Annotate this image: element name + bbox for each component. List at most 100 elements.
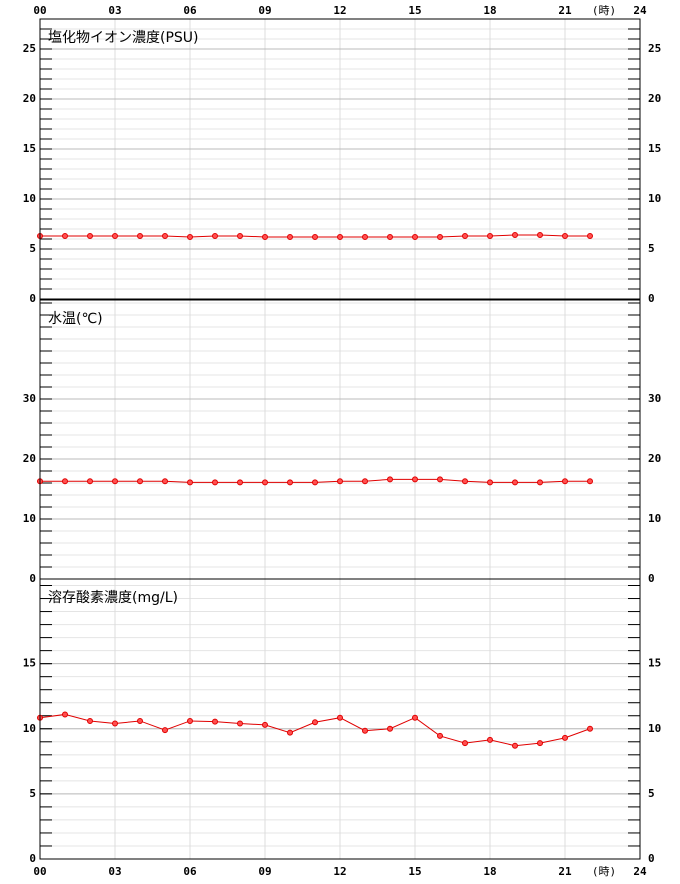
y-tick-label: 10	[23, 512, 36, 525]
data-point	[412, 476, 418, 483]
data-point	[162, 233, 168, 239]
data-point	[212, 233, 218, 239]
y-tick-label-right: 30	[648, 392, 661, 405]
data-point	[537, 740, 543, 747]
data-point	[362, 478, 368, 485]
y-tick-label-right: 10	[648, 722, 661, 735]
data-point	[287, 479, 293, 486]
data-point	[437, 476, 443, 483]
data-point	[237, 233, 243, 239]
x-axis-label: (時)	[592, 865, 616, 878]
panel-frame	[39, 578, 641, 860]
y-tick-label-right: 0	[648, 852, 655, 865]
y-tick-label-right: 0	[648, 572, 655, 585]
data-point	[62, 478, 68, 485]
data-point	[512, 232, 518, 238]
y-tick-label: 5	[29, 242, 36, 255]
data-point	[237, 720, 243, 727]
data-point	[387, 725, 393, 732]
data-point	[387, 476, 393, 483]
y-tick-label: 15	[23, 657, 36, 670]
data-point	[212, 718, 218, 725]
data-point	[537, 232, 543, 238]
x-axis-label: (時)	[592, 4, 616, 17]
x-tick-label: 09	[258, 865, 271, 878]
y-tick-label: 20	[23, 92, 36, 105]
panel-title: 溶存酸素濃度(mg/L)	[48, 590, 178, 606]
data-point	[87, 717, 93, 724]
data-point	[587, 478, 593, 485]
data-point	[287, 234, 293, 240]
data-point	[312, 719, 318, 726]
data-point	[487, 736, 493, 743]
data-point	[312, 479, 318, 486]
data-point	[487, 479, 493, 486]
data-point	[187, 234, 193, 240]
y-tick-label-right: 10	[648, 512, 661, 525]
x-tick-label: 18	[483, 865, 496, 878]
data-point	[287, 729, 293, 736]
x-tick-label: 00	[33, 865, 46, 878]
x-tick-label: 15	[408, 865, 421, 878]
data-point	[362, 727, 368, 734]
data-point	[462, 478, 468, 485]
y-tick-label: 0	[29, 572, 36, 585]
data-point	[437, 732, 443, 739]
y-tick-label-right: 5	[648, 242, 655, 255]
data-point	[162, 727, 168, 734]
data-point	[462, 740, 468, 747]
y-tick-label: 0	[29, 292, 36, 305]
data-point	[412, 234, 418, 240]
data-point	[112, 720, 118, 727]
y-tick-label-right: 20	[648, 92, 661, 105]
data-point	[562, 478, 568, 485]
data-point	[262, 479, 268, 486]
x-tick-label: 06	[183, 865, 197, 878]
data-point	[262, 721, 268, 728]
x-tick-label: 12	[333, 4, 346, 17]
y-tick-label: 10	[23, 722, 36, 735]
data-point	[562, 734, 568, 741]
x-tick-label: 09	[258, 4, 271, 17]
data-point	[462, 233, 468, 239]
data-point	[537, 479, 543, 486]
x-tick-label: 24	[633, 865, 647, 878]
y-tick-label-right: 10	[648, 192, 661, 205]
y-tick-label: 20	[23, 452, 36, 465]
data-point	[137, 717, 143, 724]
data-point	[562, 233, 568, 239]
y-tick-label: 30	[23, 392, 36, 405]
x-tick-label: 12	[333, 865, 346, 878]
y-tick-label: 5	[29, 787, 36, 800]
data-point	[162, 478, 168, 485]
data-point	[362, 234, 368, 240]
y-tick-label: 25	[23, 42, 36, 55]
data-point	[487, 233, 493, 239]
data-point	[337, 234, 343, 240]
x-tick-label: 03	[108, 865, 121, 878]
x-tick-label: 21	[558, 4, 572, 17]
data-point	[512, 742, 518, 749]
data-point	[112, 478, 118, 485]
y-tick-label: 15	[23, 142, 36, 155]
panel-frame	[39, 18, 641, 300]
data-point	[412, 714, 418, 721]
y-tick-label-right: 5	[648, 787, 655, 800]
data-point	[187, 479, 193, 486]
x-tick-label: 21	[558, 865, 572, 878]
y-tick-label-right: 0	[648, 292, 655, 305]
x-tick-label: 03	[108, 4, 121, 17]
data-point	[87, 233, 93, 239]
x-tick-label: 18	[483, 4, 496, 17]
data-point	[137, 478, 143, 485]
panel-title: 塩化物イオン濃度(PSU)	[48, 30, 199, 46]
data-point	[62, 711, 68, 718]
data-point	[512, 479, 518, 486]
y-tick-label: 0	[29, 852, 36, 865]
data-point	[212, 479, 218, 486]
y-tick-label-right: 15	[648, 657, 661, 670]
x-tick-label: 15	[408, 4, 421, 17]
data-point	[587, 725, 593, 732]
data-point	[237, 479, 243, 486]
series-line	[39, 713, 591, 747]
